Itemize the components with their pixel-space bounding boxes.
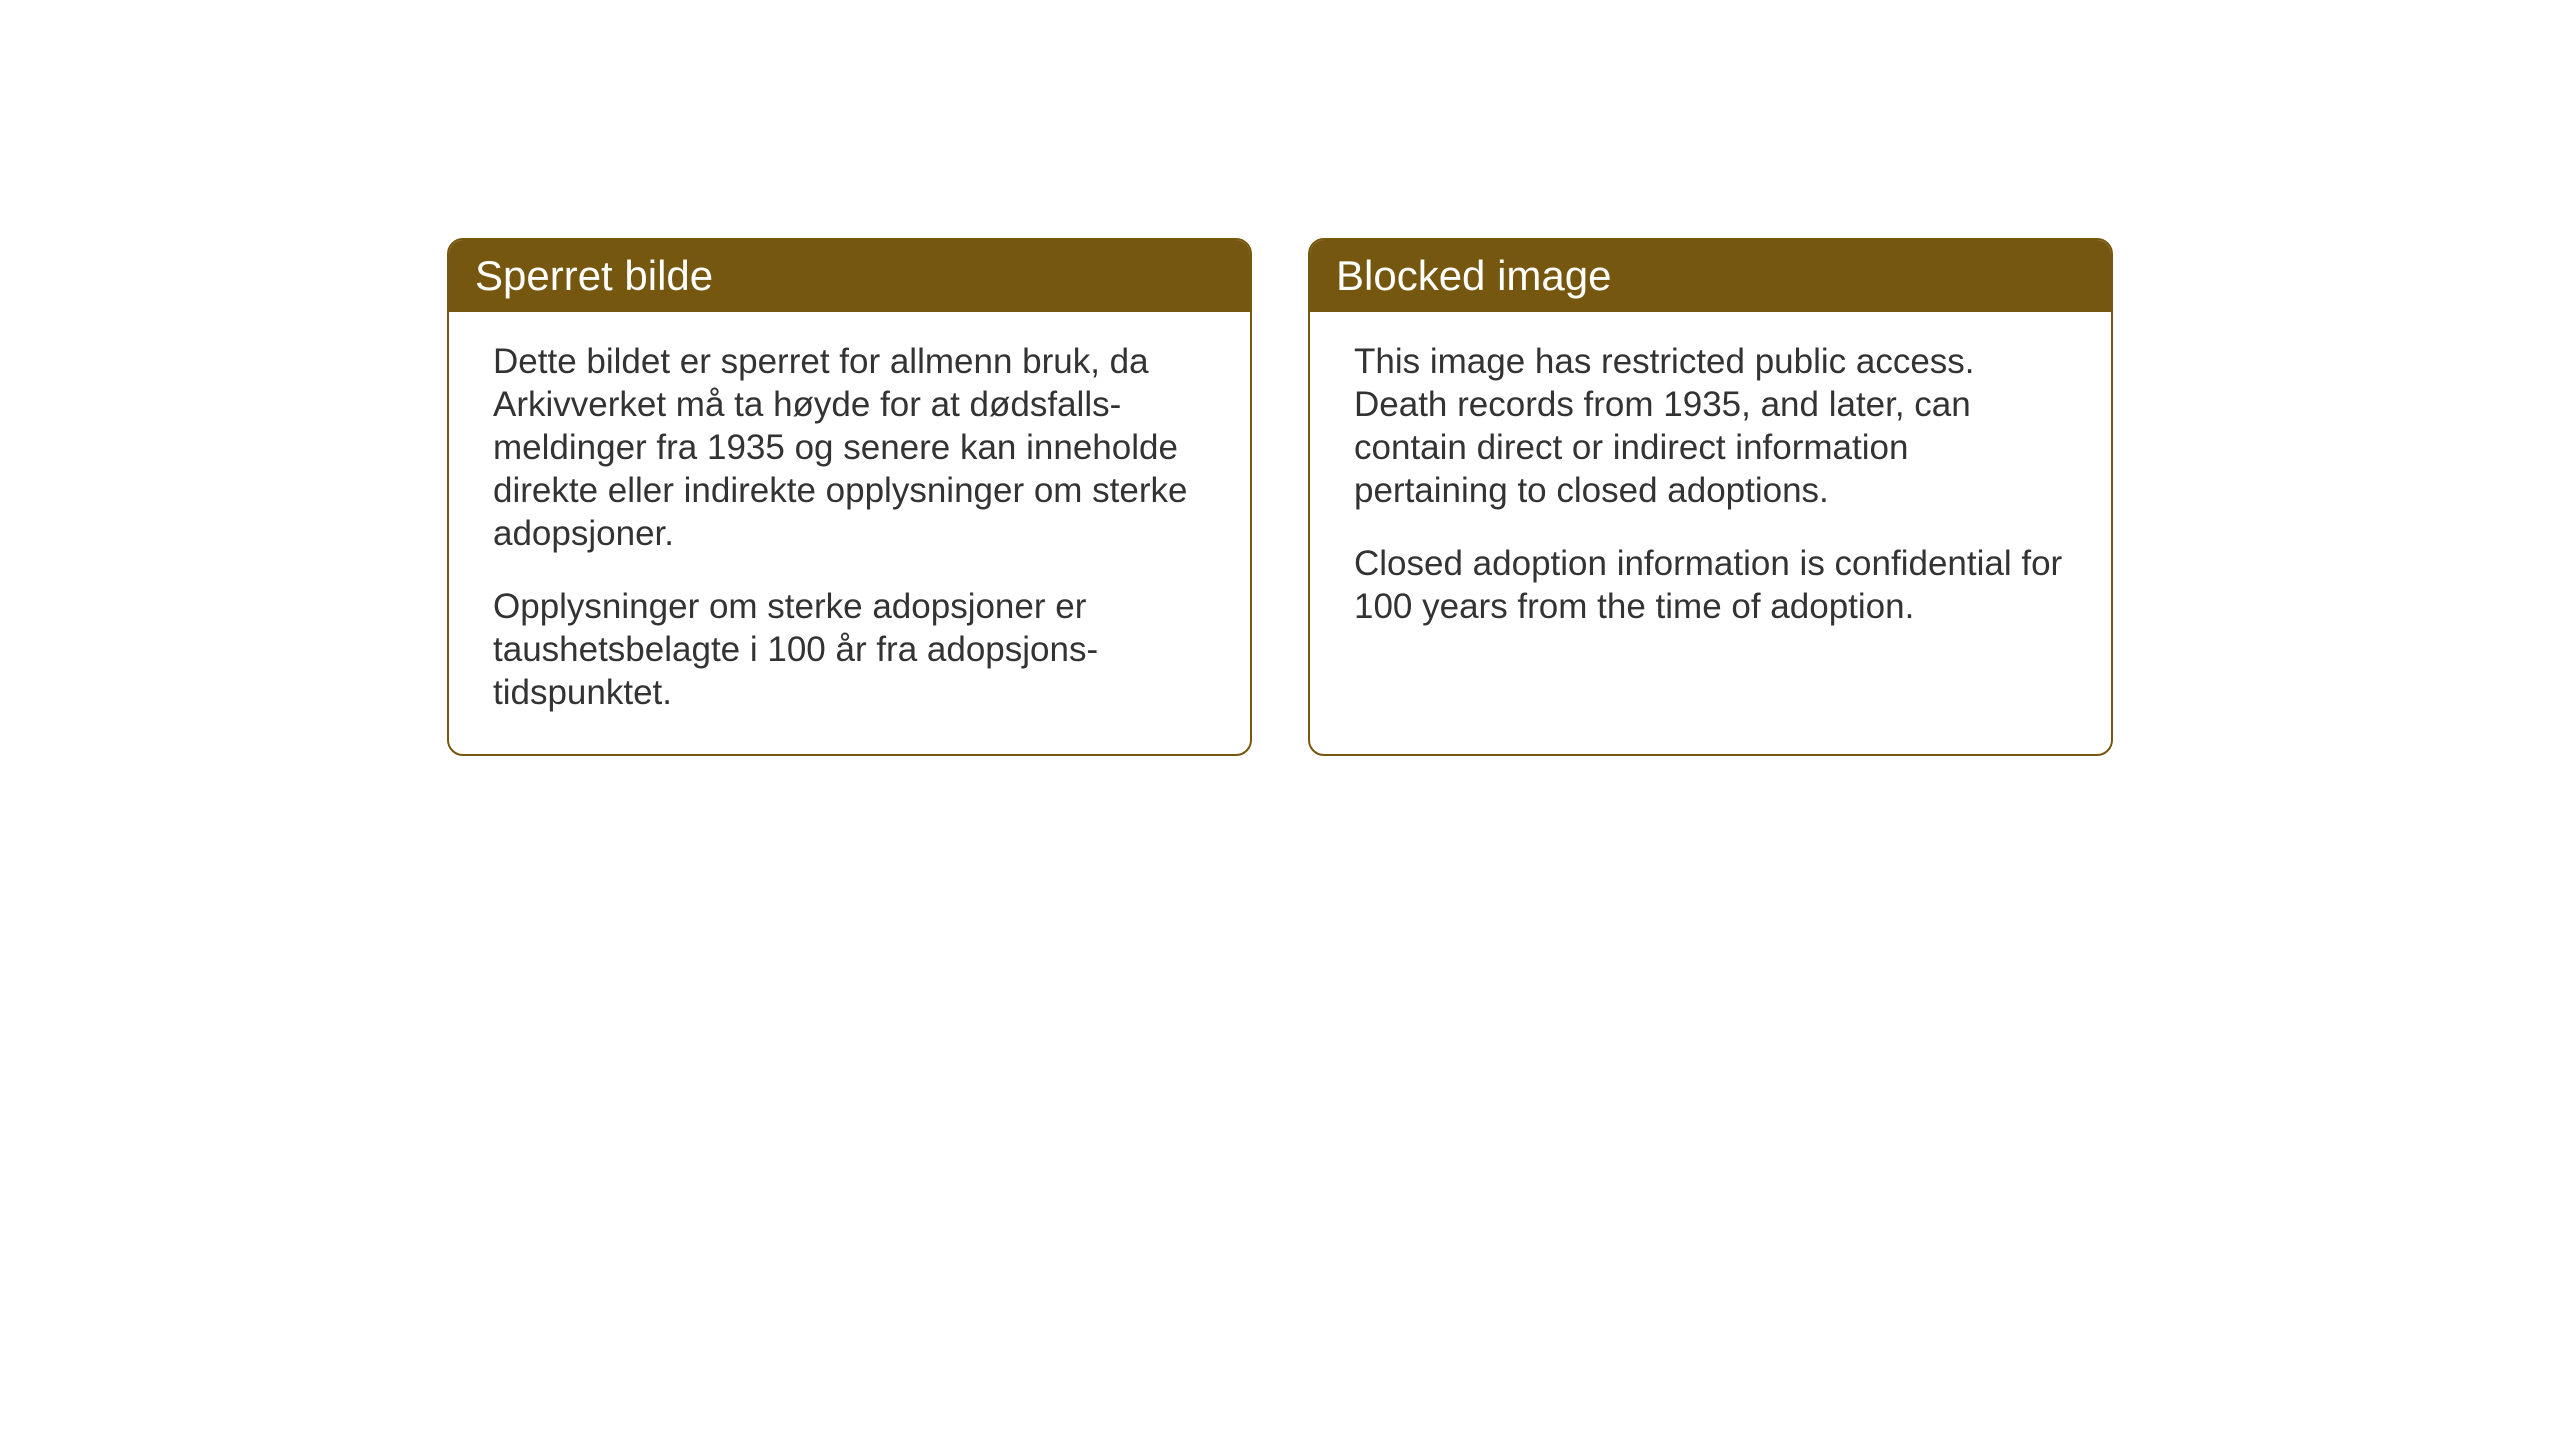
english-notice-card: Blocked image This image has restricted … <box>1308 238 2113 756</box>
norwegian-card-title: Sperret bilde <box>449 240 1250 312</box>
english-paragraph-2: Closed adoption information is confident… <box>1354 542 2067 628</box>
english-card-body: This image has restricted public access.… <box>1310 312 2111 668</box>
notice-container: Sperret bilde Dette bildet er sperret fo… <box>447 238 2113 756</box>
english-paragraph-1: This image has restricted public access.… <box>1354 340 2067 512</box>
english-card-title: Blocked image <box>1310 240 2111 312</box>
norwegian-notice-card: Sperret bilde Dette bildet er sperret fo… <box>447 238 1252 756</box>
norwegian-card-body: Dette bildet er sperret for allmenn bruk… <box>449 312 1250 754</box>
norwegian-paragraph-1: Dette bildet er sperret for allmenn bruk… <box>493 340 1206 555</box>
norwegian-paragraph-2: Opplysninger om sterke adopsjoner er tau… <box>493 585 1206 714</box>
